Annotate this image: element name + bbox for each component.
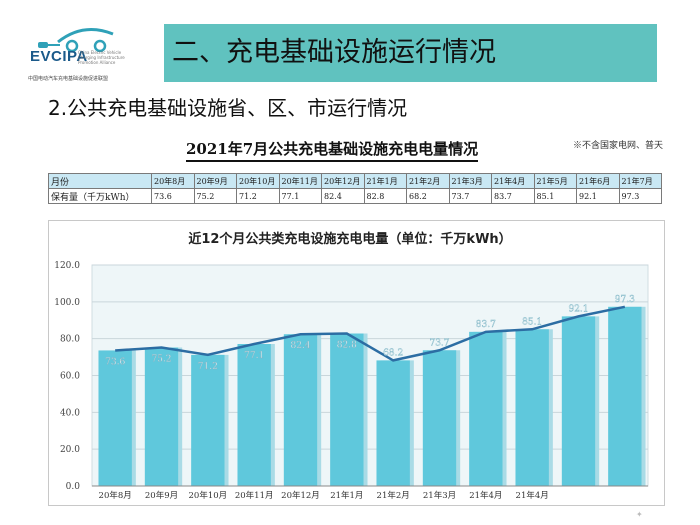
bar — [561, 316, 596, 486]
x-tick-label: 20年8月 — [99, 490, 132, 501]
value-cell: 73.7 — [448, 188, 492, 204]
data-label: 85.1 — [522, 317, 542, 327]
value-cell: 73.6 — [151, 188, 195, 204]
x-tick-label: 21年4月 — [516, 490, 549, 501]
logo-subtitle: China Electric Vehicle Charging Infrastr… — [78, 50, 125, 65]
x-tick-label: 21年1月 — [330, 490, 363, 501]
x-tick-label: 20年11月 — [235, 490, 274, 501]
row-label: 保有量（千万kWh） — [48, 188, 152, 204]
y-tick-label: 40.0 — [60, 408, 80, 418]
value-cell: 83.7 — [491, 188, 535, 204]
month-cell: 20年9月 — [193, 173, 237, 189]
chart-title: 近12个月公共类充电设施充电电量（单位：千万kWh） — [188, 232, 512, 247]
data-label: 73.6 — [105, 357, 125, 367]
data-label: 75.2 — [151, 355, 171, 365]
x-tick-label: 20年12月 — [281, 490, 320, 501]
data-label: 82.4 — [290, 341, 310, 351]
bar — [191, 354, 225, 486]
data-label: 92.1 — [568, 304, 588, 314]
bar — [608, 306, 642, 486]
table-row: 保有量（千万kWh） 73.6 75.2 71.2 77.1 82.4 82.8… — [48, 188, 662, 204]
table-note: ※不含国家电网、普天 — [572, 141, 663, 151]
value-cell: 77.1 — [278, 188, 322, 204]
month-cell: 21年2月 — [406, 173, 450, 189]
data-label: 71.2 — [198, 362, 218, 372]
bar — [283, 334, 318, 486]
bar — [98, 350, 132, 486]
month-cell: 20年12月 — [321, 173, 365, 189]
bar — [469, 331, 503, 486]
x-tick-label: 21年2月 — [377, 490, 410, 501]
data-label: 82.8 — [337, 341, 357, 351]
x-tick-label: 21年4月 — [469, 490, 502, 501]
value-cell: 92.1 — [576, 188, 620, 204]
value-cell: 85.1 — [533, 188, 577, 204]
x-tick-label: 21年3月 — [423, 490, 456, 501]
month-cell: 21年5月 — [533, 173, 577, 189]
bar — [422, 350, 457, 486]
y-tick-label: 60.0 — [60, 372, 80, 382]
month-cell: 20年8月 — [151, 173, 195, 189]
watermark-icon: ✦ — [636, 510, 643, 519]
bar — [376, 360, 410, 486]
bar — [144, 347, 179, 486]
x-tick-label: 20年9月 — [145, 490, 178, 501]
value-cell: 97.3 — [618, 188, 662, 204]
data-label: 77.1 — [244, 351, 264, 361]
month-cell: 21年1月 — [363, 173, 407, 189]
table-header-row: 月份 20年8月 20年9月 20年10月 20年11月 20年12月 21年1… — [48, 173, 662, 189]
data-label: 97.3 — [615, 295, 635, 305]
logo-cn-name: 中国电动汽车充电基础设施促进联盟 — [28, 76, 109, 82]
month-cell: 20年11月 — [278, 173, 322, 189]
y-tick-label: 20.0 — [60, 445, 80, 455]
logo-name: EVCIPA — [30, 48, 88, 65]
series-line — [115, 305, 626, 362]
y-tick-label: 100.0 — [54, 298, 80, 308]
section-banner: 二、充电基础设施运行情况 — [164, 24, 657, 82]
y-tick-label: 0.0 — [66, 482, 81, 492]
bar — [237, 344, 271, 486]
data-label: 73.7 — [429, 338, 449, 348]
data-label: 83.7 — [476, 320, 496, 330]
month-cell: 21年6月 — [576, 173, 620, 189]
logo-mark — [38, 28, 114, 53]
bar — [330, 333, 364, 486]
x-tick-label: 20年10月 — [189, 490, 228, 501]
subheading: 2.公共充电基础设施省、区、市运行情况 — [48, 96, 408, 120]
table-title: 2021年7月公共充电基础设施充电电量情况 — [186, 138, 479, 162]
y-tick-label: 120.0 — [54, 261, 80, 271]
bar — [515, 329, 549, 486]
y-tick-label: 80.0 — [60, 335, 80, 345]
data-table: 月份 20年8月 20年9月 20年10月 20年11月 20年12月 21年1… — [48, 173, 662, 204]
data-label: 68.2 — [383, 348, 403, 358]
